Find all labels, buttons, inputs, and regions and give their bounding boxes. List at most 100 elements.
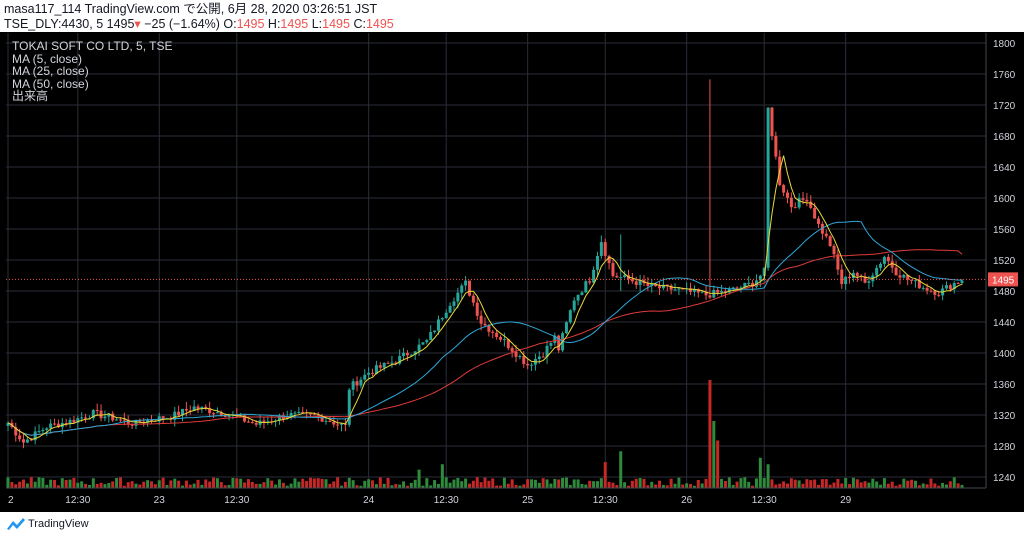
volume-bar xyxy=(813,479,817,488)
volume-bar xyxy=(49,479,53,488)
volume-bar xyxy=(254,483,258,488)
candle-body xyxy=(913,280,917,282)
candle-body xyxy=(378,365,382,368)
volume-bar xyxy=(60,478,64,488)
volume-bar xyxy=(188,484,192,488)
footer-bar: TradingView xyxy=(0,512,1024,538)
close-value: 1495 xyxy=(365,17,394,31)
volume-bar xyxy=(545,479,549,488)
price-tick-label: 1560 xyxy=(993,225,1016,236)
price-tick-label: 1600 xyxy=(993,194,1016,205)
volume-bar xyxy=(588,480,592,488)
volume-bar xyxy=(747,481,751,488)
volume-bar xyxy=(685,483,689,488)
volume-bar xyxy=(262,482,266,488)
price-tick-label: 1640 xyxy=(993,163,1016,174)
volume-bar xyxy=(487,480,491,488)
volume-bar xyxy=(37,477,41,488)
volume-bar xyxy=(305,480,309,488)
open-label: O: xyxy=(223,17,237,31)
candle-body xyxy=(479,315,483,324)
time-tick-label: 12:30 xyxy=(224,495,249,506)
brand-label[interactable]: TradingView xyxy=(28,518,89,530)
volume-bar xyxy=(619,451,623,488)
candle-body xyxy=(654,283,658,287)
legend-ma5[interactable]: MA (5, close) xyxy=(12,51,83,66)
candle-body xyxy=(669,285,673,290)
candle-body xyxy=(917,280,921,289)
volume-bar xyxy=(285,485,289,488)
candle-body xyxy=(708,295,712,298)
candle-body xyxy=(398,356,402,364)
volume-bars xyxy=(6,380,964,488)
volume-bar xyxy=(634,478,638,488)
volume-bar xyxy=(894,485,898,488)
volume-bar xyxy=(138,484,142,488)
volume-bar xyxy=(173,478,177,488)
volume-bar xyxy=(371,480,375,488)
volume-bar xyxy=(347,477,351,488)
candle-body xyxy=(677,288,681,290)
volume-bar xyxy=(626,485,630,488)
price-tick-label: 1680 xyxy=(993,132,1016,143)
volume-bar xyxy=(944,484,948,488)
volume-bar xyxy=(134,483,138,488)
candle-body xyxy=(580,292,584,295)
volume-bar xyxy=(340,485,344,488)
candle-body xyxy=(782,185,786,193)
candle-body xyxy=(464,280,468,286)
candle-body xyxy=(557,335,561,351)
candle-body xyxy=(820,223,824,234)
candle-body xyxy=(855,272,859,277)
candle-body xyxy=(518,355,522,357)
candle-body xyxy=(173,411,177,420)
candle-body xyxy=(37,431,41,433)
candle-body xyxy=(367,372,371,375)
volume-bar xyxy=(99,482,103,488)
candle-body xyxy=(285,416,289,420)
candle-body xyxy=(952,282,956,290)
legend-ma50[interactable]: MA (50, close) xyxy=(12,76,89,91)
price-tick-label: 1480 xyxy=(993,287,1016,298)
volume-bar xyxy=(421,485,425,488)
volume-bar xyxy=(491,478,495,488)
candle-body xyxy=(944,285,948,289)
volume-bar xyxy=(332,481,336,488)
candle-body xyxy=(568,310,572,323)
volume-bar xyxy=(33,481,37,488)
candle-body xyxy=(906,274,910,280)
volume-bar xyxy=(809,480,813,488)
candle-body xyxy=(805,199,809,202)
candle-body xyxy=(336,424,340,426)
candle-body xyxy=(421,342,425,345)
candle-body xyxy=(572,300,576,311)
candle-body xyxy=(700,291,704,293)
candle-body xyxy=(584,281,588,293)
legend-volume[interactable]: 出来高 xyxy=(12,89,49,103)
candle-body xyxy=(161,416,165,419)
candle-body xyxy=(196,406,200,409)
price-chart[interactable]: 1240 1280 1320 1360 1400 1440 1480 1520 1560 1600… xyxy=(0,0,1024,512)
price-tick-label: 1720 xyxy=(993,101,1016,112)
candle-body xyxy=(76,418,80,423)
candle-body xyxy=(859,276,863,278)
volume-bar xyxy=(925,484,929,488)
volume-bar xyxy=(828,484,832,488)
legend-ma25[interactable]: MA (25, close) xyxy=(12,64,89,78)
candle-body xyxy=(549,343,553,346)
price-tick-label: 1760 xyxy=(993,70,1016,81)
candle-body xyxy=(204,406,208,409)
chart-legend: TOKAI SOFT CO LTD, 5, TSE MA (5, close) … xyxy=(12,40,172,103)
candle-body xyxy=(929,290,933,292)
candle-body xyxy=(731,287,735,290)
candle-body xyxy=(960,280,964,284)
volume-bar xyxy=(308,477,312,488)
candle-body xyxy=(208,408,212,414)
volume-bar xyxy=(720,478,724,488)
volume-bar xyxy=(910,479,914,488)
volume-bar xyxy=(533,479,537,488)
candle-body xyxy=(460,285,464,293)
volume-bar xyxy=(785,483,789,488)
candle-body xyxy=(223,415,227,417)
candle-body xyxy=(758,275,762,281)
